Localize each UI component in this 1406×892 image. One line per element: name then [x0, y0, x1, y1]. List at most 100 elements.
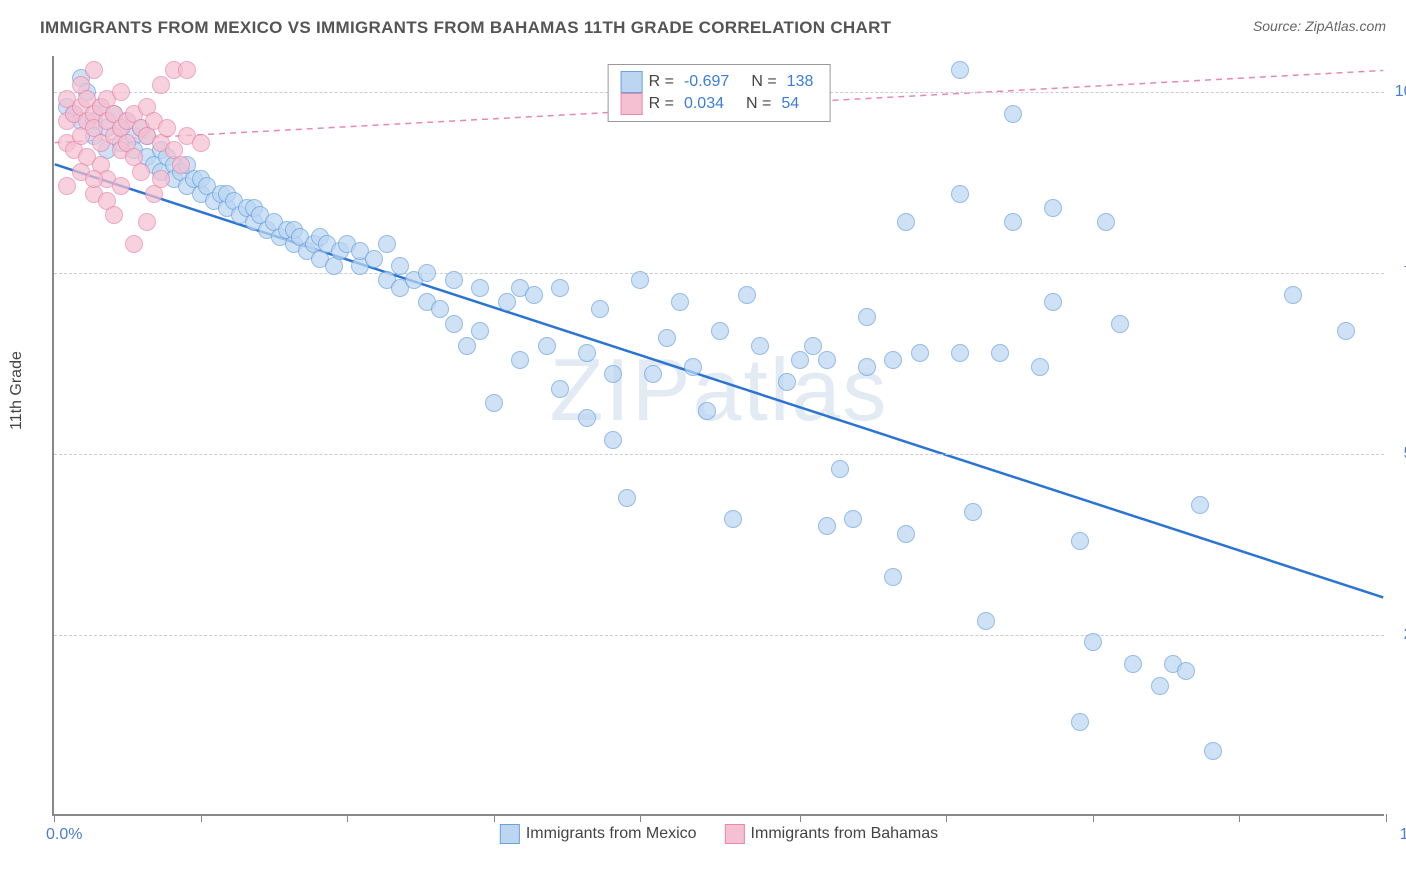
- scatter-point: [751, 337, 769, 355]
- scatter-point: [445, 315, 463, 333]
- scatter-point: [604, 365, 622, 383]
- scatter-point: [58, 177, 76, 195]
- scatter-point: [698, 402, 716, 420]
- scatter-point: [1004, 105, 1022, 123]
- scatter-point: [525, 286, 543, 304]
- x-axis-min-label: 0.0%: [46, 826, 82, 844]
- scatter-point: [158, 119, 176, 137]
- scatter-point: [112, 83, 130, 101]
- x-tick: [800, 814, 801, 822]
- scatter-point: [1284, 286, 1302, 304]
- scatter-point: [1031, 358, 1049, 376]
- legend-item: Immigrants from Bahamas: [725, 824, 939, 844]
- scatter-point: [791, 351, 809, 369]
- scatter-point: [578, 344, 596, 362]
- scatter-point: [911, 344, 929, 362]
- n-label: N =: [746, 95, 771, 113]
- source-label: Source: ZipAtlas.com: [1253, 18, 1386, 34]
- scatter-point: [991, 344, 1009, 362]
- scatter-point: [578, 409, 596, 427]
- scatter-point: [138, 213, 156, 231]
- x-tick: [1093, 814, 1094, 822]
- scatter-point: [132, 163, 150, 181]
- x-tick: [347, 814, 348, 822]
- scatter-point: [538, 337, 556, 355]
- legend-item: Immigrants from Mexico: [500, 824, 697, 844]
- scatter-point: [738, 286, 756, 304]
- scatter-point: [778, 373, 796, 391]
- scatter-point: [897, 213, 915, 231]
- legend-swatch-icon: [500, 824, 520, 844]
- scatter-point: [831, 460, 849, 478]
- scatter-point: [1071, 532, 1089, 550]
- legend-label: Immigrants from Mexico: [526, 825, 697, 842]
- scatter-point: [152, 76, 170, 94]
- scatter-point: [1044, 199, 1062, 217]
- y-tick-label: 100.0%: [1395, 83, 1406, 101]
- scatter-point: [951, 344, 969, 362]
- x-axis-max-label: 100.0%: [1400, 826, 1406, 844]
- legend-stats-row: R = 0.034 N = 54: [621, 93, 818, 115]
- x-tick: [201, 814, 202, 822]
- scatter-point: [431, 300, 449, 318]
- legend-swatch-icon: [621, 93, 643, 115]
- scatter-point: [1124, 655, 1142, 673]
- scatter-point: [1151, 677, 1169, 695]
- gridline-h: [54, 273, 1384, 274]
- scatter-point: [178, 61, 196, 79]
- scatter-point: [684, 358, 702, 376]
- x-tick: [1386, 814, 1387, 822]
- scatter-point: [1071, 713, 1089, 731]
- scatter-point: [644, 365, 662, 383]
- scatter-point: [125, 235, 143, 253]
- trend-lines: [54, 56, 1384, 814]
- scatter-point: [1177, 662, 1195, 680]
- legend-swatch-icon: [725, 824, 745, 844]
- scatter-point: [85, 61, 103, 79]
- scatter-point: [112, 177, 130, 195]
- scatter-point: [671, 293, 689, 311]
- scatter-point: [1111, 315, 1129, 333]
- scatter-point: [105, 206, 123, 224]
- scatter-point: [884, 351, 902, 369]
- r-value: 0.034: [684, 95, 724, 113]
- r-label: R =: [649, 73, 674, 91]
- scatter-point: [604, 431, 622, 449]
- watermark: ZIPatlas: [550, 339, 889, 441]
- n-label: N =: [751, 73, 776, 91]
- scatter-point: [551, 279, 569, 297]
- scatter-point: [85, 170, 103, 188]
- scatter-point: [897, 525, 915, 543]
- plot-area: ZIPatlas R =-0.697N =138R =0.034N =54 0.…: [52, 56, 1384, 816]
- legend-stats-row: R =-0.697N =138: [621, 71, 818, 93]
- scatter-point: [365, 250, 383, 268]
- scatter-point: [844, 510, 862, 528]
- scatter-point: [951, 185, 969, 203]
- legend-stats-box: R =-0.697N =138R =0.034N =54: [608, 64, 831, 122]
- n-value: 54: [781, 95, 799, 113]
- scatter-point: [391, 257, 409, 275]
- scatter-point: [471, 279, 489, 297]
- x-tick: [946, 814, 947, 822]
- scatter-point: [951, 61, 969, 79]
- x-tick: [494, 814, 495, 822]
- n-value: 138: [787, 73, 814, 91]
- scatter-point: [1004, 213, 1022, 231]
- scatter-point: [498, 293, 516, 311]
- scatter-point: [818, 351, 836, 369]
- scatter-point: [724, 510, 742, 528]
- scatter-point: [884, 568, 902, 586]
- scatter-point: [485, 394, 503, 412]
- scatter-point: [818, 517, 836, 535]
- scatter-point: [511, 351, 529, 369]
- gridline-h: [54, 454, 1384, 455]
- r-label: R =: [649, 95, 674, 113]
- scatter-point: [858, 308, 876, 326]
- scatter-point: [964, 503, 982, 521]
- gridline-h: [54, 635, 1384, 636]
- legend-label: Immigrants from Bahamas: [751, 825, 939, 842]
- scatter-point: [711, 322, 729, 340]
- scatter-point: [591, 300, 609, 318]
- x-tick: [1239, 814, 1240, 822]
- scatter-point: [192, 134, 210, 152]
